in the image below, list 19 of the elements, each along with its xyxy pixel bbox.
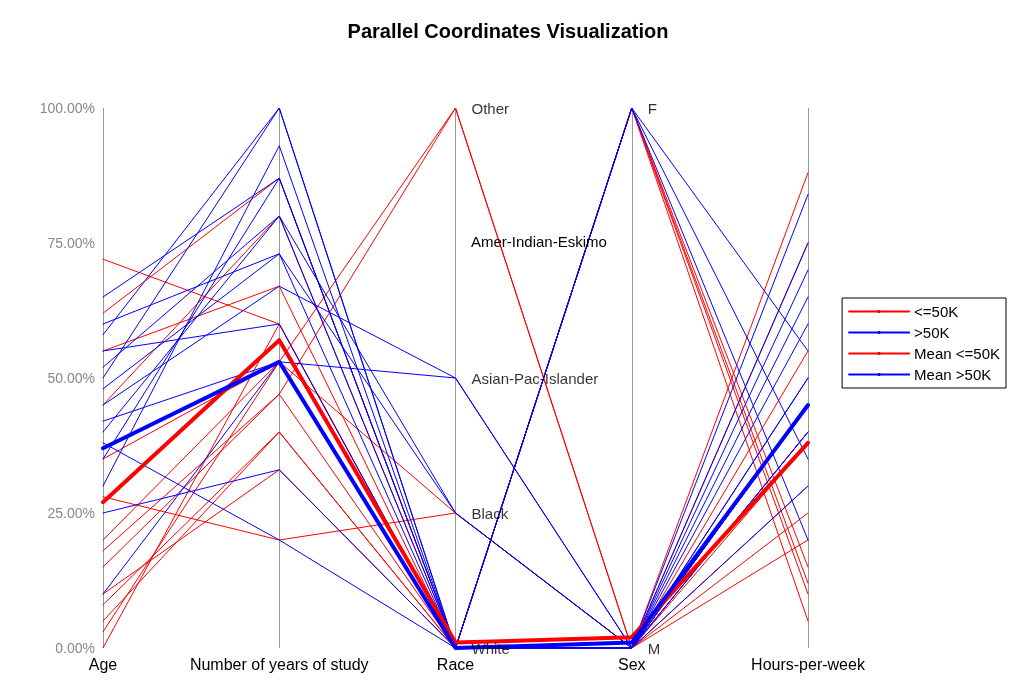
y-tick-label: 0.00% bbox=[55, 640, 95, 656]
y-tick-label: 50.00% bbox=[47, 370, 95, 386]
y-tick-label: 100.00% bbox=[39, 100, 95, 116]
annotation: Other bbox=[471, 99, 510, 117]
legend-label: <=50K bbox=[914, 303, 959, 320]
y-tick-label: 25.00% bbox=[47, 505, 95, 521]
x-tick-label: Sex bbox=[617, 655, 646, 673]
x-tick-label: Age bbox=[88, 655, 118, 673]
chart-title: Parallel Coordinates Visualization bbox=[347, 20, 669, 42]
y-tick-label: 75.00% bbox=[47, 235, 95, 251]
annotation: F bbox=[647, 99, 657, 117]
legend-label: Mean <=50K bbox=[914, 345, 1001, 362]
annotation: White bbox=[471, 639, 510, 657]
x-tick-label: Number of years of study bbox=[189, 655, 369, 673]
legend-label: Mean >50K bbox=[914, 366, 992, 383]
x-tick-label: Race bbox=[436, 655, 475, 673]
legend-label: >50K bbox=[914, 324, 950, 341]
annotation: M bbox=[647, 639, 661, 657]
x-tick-label: Hours-per-week bbox=[751, 655, 866, 673]
